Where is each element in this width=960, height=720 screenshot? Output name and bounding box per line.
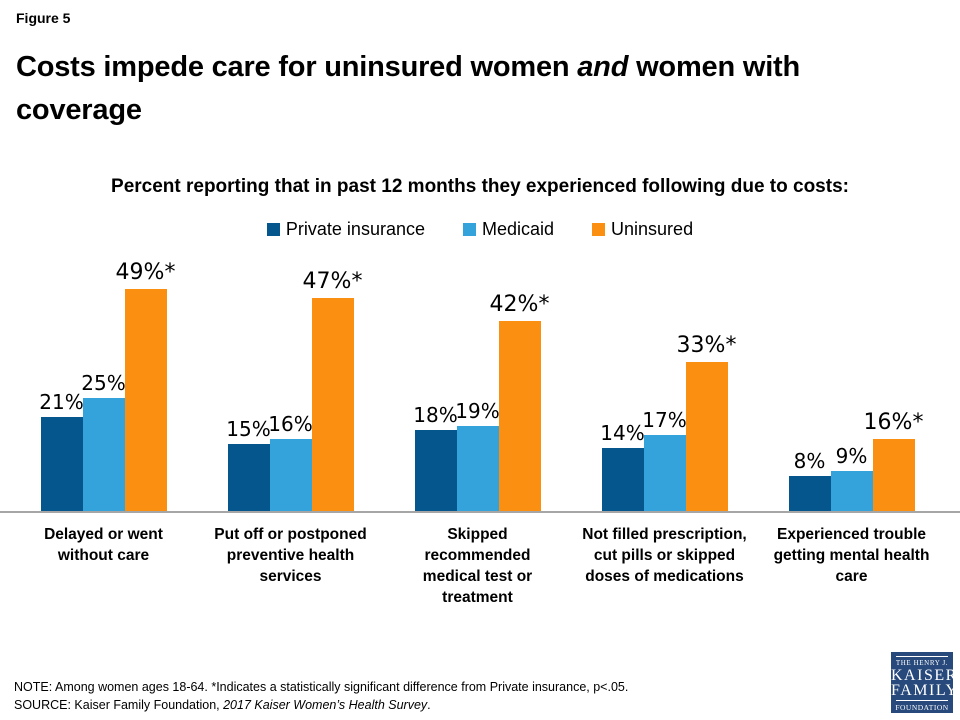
bar-private-insurance — [227, 444, 270, 512]
bar-medicaid — [269, 439, 312, 512]
value-label-private-insurance: 8% — [793, 449, 826, 473]
title-line-2: coverage — [16, 94, 142, 126]
bar-group-1: 21% 25% 49%* — [10, 260, 197, 512]
value-label-uninsured: 42%* — [489, 292, 550, 317]
source-suffix: . — [427, 698, 431, 712]
value-label-medicaid: 16% — [268, 412, 313, 436]
bar-group-2: 15% 16% 47%* — [197, 262, 384, 512]
logo-rule-bottom — [896, 700, 948, 701]
legend-item-medicaid: Medicaid — [462, 219, 555, 240]
legend-swatch-medicaid — [462, 223, 476, 236]
category-label-1: Delayed or went without care — [44, 526, 163, 564]
bar-uninsured — [311, 298, 354, 512]
bar-uninsured — [124, 289, 167, 512]
figure-label: Figure 5 — [16, 10, 71, 26]
value-label-private-insurance: 14% — [600, 421, 645, 445]
value-label-uninsured: 49%* — [115, 260, 176, 285]
logo-line-foundation: FOUNDATION — [895, 703, 949, 712]
note-text: NOTE: Among women ages 18-64. *Indicates… — [14, 678, 628, 696]
bar-private-insurance — [601, 448, 644, 512]
legend-item-private-insurance: Private insurance — [266, 219, 425, 240]
source-body: Kaiser Family Foundation, — [70, 698, 224, 712]
title-part-2: women with — [628, 51, 801, 83]
bar-uninsured — [685, 362, 728, 512]
legend-label-private-insurance: Private insurance — [285, 219, 425, 239]
bar-group-3: 18% 19% 42%* — [384, 262, 571, 512]
legend-item-uninsured: Uninsured — [592, 219, 693, 240]
category-label-5: Experienced trouble getting mental healt… — [773, 526, 930, 585]
page-title: Costs impede care for uninsured women an… — [16, 46, 946, 132]
value-label-uninsured: 33%* — [676, 333, 737, 358]
category-label-3: Skipped recommended medical test or trea… — [422, 526, 533, 606]
logo-rule-top — [896, 656, 948, 657]
value-label-medicaid: 9% — [835, 444, 868, 468]
x-axis-line — [0, 511, 960, 513]
value-label-medicaid: 17% — [642, 408, 687, 432]
value-label-medicaid: 19% — [455, 399, 500, 423]
category-labels: Delayed or went without care Put off or p… — [10, 524, 945, 608]
value-label-private-insurance: 21% — [39, 390, 84, 414]
kff-logo: THE HENRY J. KAISER FAMILY FOUNDATION — [891, 652, 959, 713]
chart-subtitle: Percent reporting that in past 12 months… — [111, 176, 849, 197]
chart-legend: Private insurance Medicaid Uninsured — [0, 219, 960, 240]
legend-swatch-uninsured — [592, 223, 606, 236]
bar-medicaid — [643, 435, 686, 512]
source-text: SOURCE: Kaiser Family Foundation, 2017 K… — [14, 696, 431, 714]
value-label-uninsured: 47%* — [302, 269, 363, 294]
logo-line-henry: THE HENRY J. — [895, 659, 949, 667]
value-label-private-insurance: 15% — [226, 417, 271, 441]
bar-private-insurance — [40, 417, 83, 512]
bar-uninsured — [872, 439, 915, 512]
logo-line-kaiser: KAISER — [891, 667, 958, 684]
bar-uninsured — [498, 321, 541, 512]
bar-medicaid — [82, 398, 125, 512]
value-label-private-insurance: 18% — [413, 403, 458, 427]
source-prefix: SOURCE: — [14, 698, 71, 712]
legend-swatch-private-insurance — [266, 223, 280, 236]
logo-line-family: FAMILY — [891, 682, 959, 699]
category-label-4: Not filled prescription, cut pills or sk… — [582, 526, 747, 585]
source-italic: 2017 Kaiser Women’s Health Survey — [223, 698, 428, 712]
title-italic-word: and — [577, 51, 629, 83]
legend-label-uninsured: Uninsured — [611, 219, 694, 239]
bar-group-5: 8% 9% 16%* — [758, 262, 945, 512]
legend-label-medicaid: Medicaid — [481, 219, 555, 239]
title-part-1: Costs impede care for uninsured women — [16, 51, 578, 83]
value-label-medicaid: 25% — [81, 371, 126, 395]
bar-medicaid — [830, 471, 873, 512]
bar-private-insurance — [788, 476, 831, 512]
bar-medicaid — [456, 426, 499, 512]
note-prefix: NOTE: — [14, 680, 53, 694]
bar-group-4: 14% 17% 33%* — [571, 262, 758, 512]
chart-plot: 21% 25% 49%* 15% 16% 47%* 18% 19% 42%* 14% 17% 33%*… — [10, 260, 945, 512]
value-label-uninsured: 16%* — [863, 410, 924, 435]
bar-private-insurance — [414, 430, 457, 512]
note-body: Among women ages 18-64. *Indicates a sta… — [52, 680, 629, 694]
category-label-2: Put off or postponed preventive health s… — [214, 526, 367, 585]
